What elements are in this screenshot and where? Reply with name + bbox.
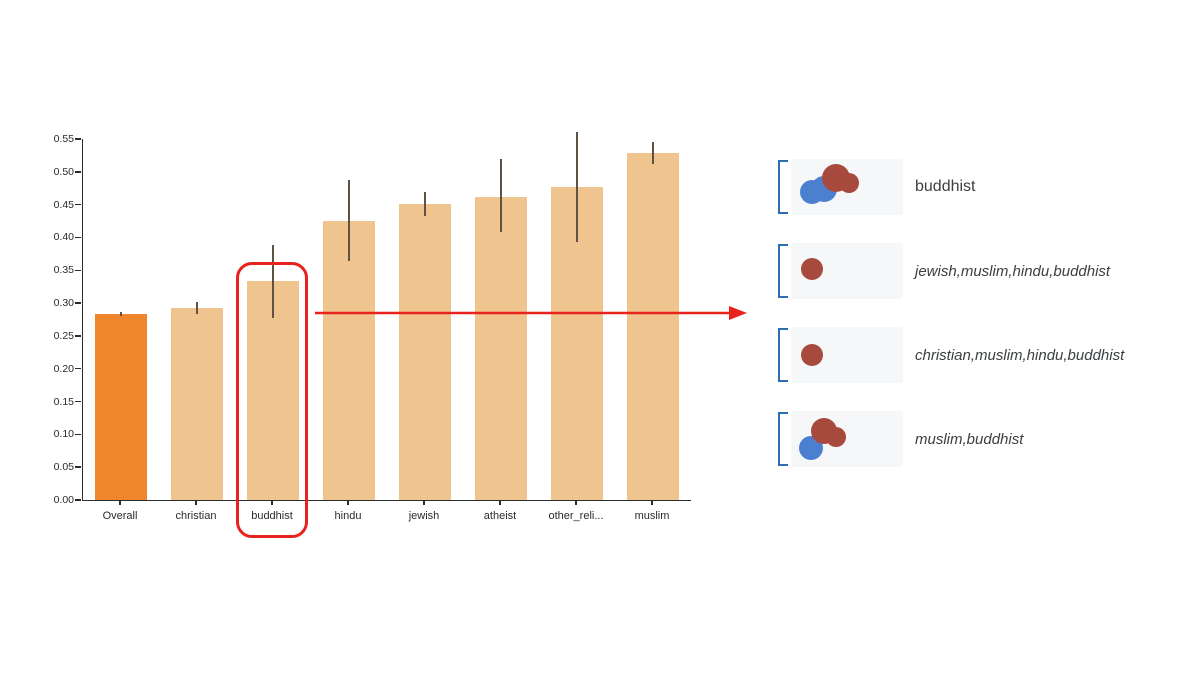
y-axis-tick-label: 0.10 <box>53 428 74 441</box>
bar-christian[interactable] <box>171 308 223 500</box>
x-axis-tick-mark <box>119 500 121 505</box>
bar-chart: 0.00 0.05 0.10 0.15 0.20 0.25 0.30 0.35 0.40 0.45… <box>53 131 747 538</box>
y-axis-tick-mark <box>75 367 81 370</box>
cluster-circle <box>801 258 823 280</box>
y-axis-tick-label: 0.00 <box>53 494 74 506</box>
annotation-arrow <box>315 306 747 320</box>
cluster-thumbnail <box>791 159 903 215</box>
y-axis-tick-label: 0.35 <box>53 264 74 277</box>
legend-row-label: jewish,muslim,hindu,buddhist <box>915 262 1111 280</box>
x-axis-tick-label: Overall <box>102 510 138 522</box>
x-axis-tick-mark <box>195 500 197 505</box>
y-axis-tick-mark <box>75 138 81 140</box>
x-axis-tick-mark <box>271 500 273 505</box>
error-bar <box>652 141 654 164</box>
y-axis-tick-mark <box>75 269 81 272</box>
bar-muslim[interactable] <box>627 153 679 500</box>
cluster-circle <box>801 344 823 366</box>
y-axis-tick-label: 0.50 <box>53 165 74 178</box>
y-axis-tick-mark <box>75 171 81 173</box>
error-bar <box>348 180 350 262</box>
y-axis-tick-mark <box>75 236 81 239</box>
cluster-thumbnail <box>791 243 903 299</box>
x-axis-tick-label: buddhist <box>251 510 293 522</box>
x-axis-tick-label: muslim <box>634 510 670 522</box>
y-axis-tick-label: 0.55 <box>53 133 74 145</box>
bracket-icon <box>778 160 788 214</box>
x-axis-tick-label: other_reli... <box>548 510 604 522</box>
y-axis-tick-label: 0.45 <box>53 198 74 211</box>
y-axis-tick-label: 0.25 <box>53 329 74 342</box>
y-axis-tick-label: 0.40 <box>53 231 74 244</box>
legend-row-3[interactable]: christian,muslim,hindu,buddhist <box>778 327 1124 383</box>
legend-row-2[interactable]: jewish,muslim,hindu,buddhist <box>778 243 1124 299</box>
y-axis-tick-label: 0.30 <box>53 297 74 310</box>
bar-atheist[interactable] <box>475 196 527 500</box>
x-axis-tick-label: atheist <box>483 510 517 522</box>
y-axis-tick-mark <box>75 499 81 501</box>
bracket-icon <box>778 412 788 466</box>
error-bar <box>424 191 426 217</box>
x-axis-tick-mark <box>499 500 501 505</box>
legend-row-1[interactable]: buddhist <box>778 159 1124 215</box>
bar-overall[interactable] <box>95 313 147 500</box>
bar-hindu[interactable] <box>323 221 375 500</box>
legend-row-label: buddhist <box>915 178 976 195</box>
cluster-thumbnail <box>791 411 903 467</box>
y-axis-tick-mark <box>75 302 81 304</box>
y-axis-tick-mark <box>75 466 81 468</box>
error-bar <box>500 159 502 233</box>
error-bar <box>272 244 274 319</box>
x-axis-tick-label: hindu <box>334 510 362 522</box>
cluster-thumbnail <box>791 327 903 383</box>
error-bar <box>196 302 198 314</box>
y-axis-tick-mark <box>75 433 81 436</box>
bracket-icon <box>778 244 788 298</box>
cluster-circle <box>839 173 859 193</box>
legend-panel: buddhist jewish,muslim,hindu,buddhist chri… <box>778 159 1124 495</box>
legend-row-4[interactable]: muslim,buddhist <box>778 411 1124 467</box>
bar-jewish[interactable] <box>399 203 451 500</box>
x-axis-tick-mark <box>423 500 425 505</box>
x-axis-tick-label: jewish <box>408 510 440 522</box>
plot-area <box>82 131 691 501</box>
y-axis-tick-mark <box>75 400 81 403</box>
error-bar <box>576 131 578 243</box>
legend-row-label: muslim,buddhist <box>915 430 1024 448</box>
y-axis-tick-label: 0.05 <box>53 461 74 474</box>
bracket-icon <box>778 328 788 382</box>
x-axis-tick-mark <box>651 500 653 505</box>
y-axis-tick-label: 0.20 <box>53 362 74 375</box>
x-axis-tick-mark <box>347 500 349 505</box>
error-bar <box>120 311 122 316</box>
y-axis-tick-label: 0.15 <box>53 395 74 408</box>
x-axis-tick-mark <box>575 500 577 505</box>
cluster-circle <box>826 427 846 447</box>
arrow-head-icon <box>729 306 747 320</box>
legend-row-label: christian,muslim,hindu,buddhist <box>915 346 1125 364</box>
x-axis-tick-label: christian <box>175 510 217 522</box>
y-axis-tick-mark <box>75 203 81 206</box>
y-axis-tick-mark <box>75 335 81 337</box>
highlight-box <box>236 262 308 538</box>
